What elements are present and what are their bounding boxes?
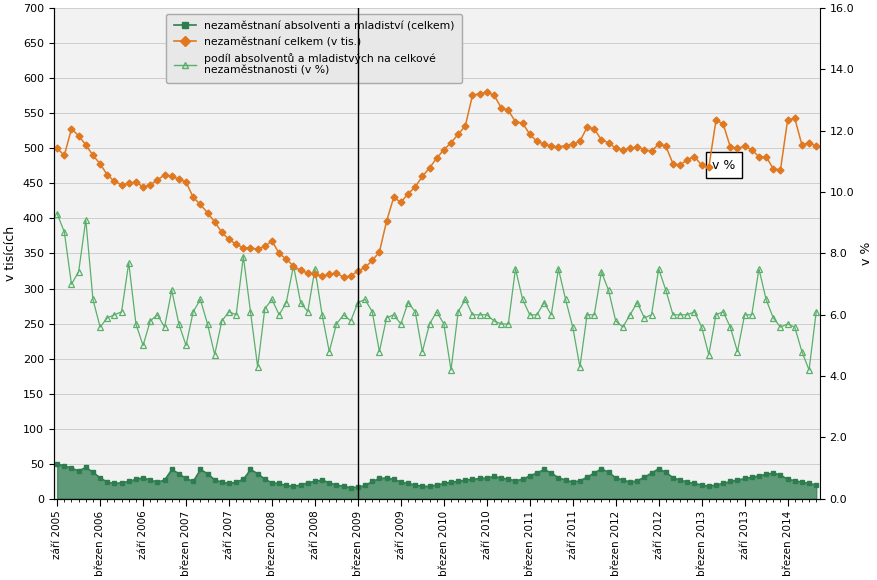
Y-axis label: v %: v % <box>859 242 873 265</box>
Text: v %: v % <box>712 159 736 172</box>
Legend: nezaměstnaní absolventi a mladiství (celkem), nezaměstnaní celkem (v tis.), podí: nezaměstnaní absolventi a mladiství (cel… <box>167 13 462 84</box>
Y-axis label: v tisících: v tisících <box>4 226 18 281</box>
